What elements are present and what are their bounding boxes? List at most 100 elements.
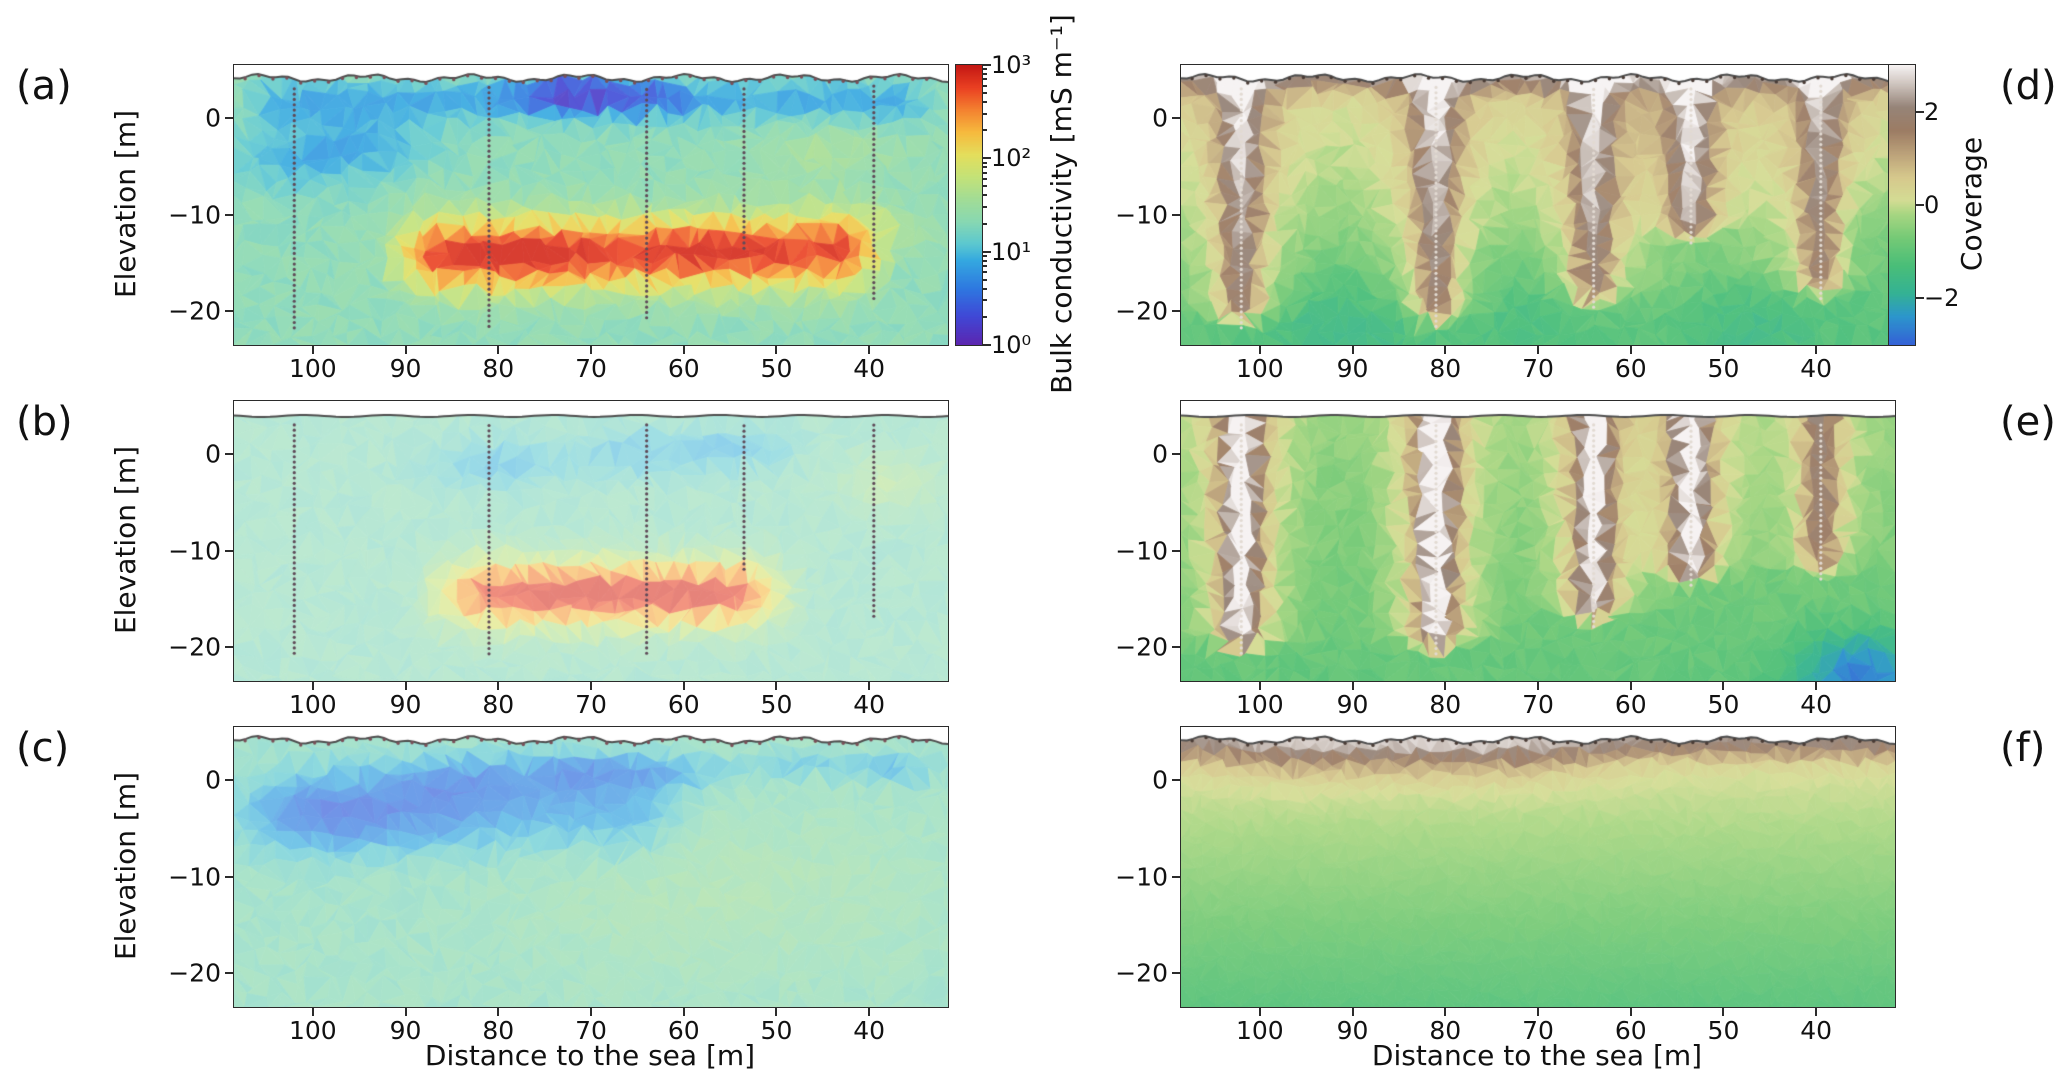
x-tick-label: 90 <box>389 354 422 383</box>
y-tick-label: 0 <box>205 103 221 133</box>
x-axis-title-right: Distance to the sea [m] <box>1371 1039 1703 1072</box>
x-tick-label: 40 <box>1800 354 1833 383</box>
x-tick <box>590 345 592 354</box>
conductivity-cbar-tick-label: 10² <box>991 144 1032 173</box>
panel-f-plot: 100 90 80 70 60 50 40 0 −10 −20 <box>1115 726 1896 1043</box>
panel-e-letter: (e) <box>2000 399 2056 445</box>
panel-b-letter: (b) <box>16 399 73 445</box>
x-tick <box>497 345 500 354</box>
x-tick-label: 60 <box>667 1016 700 1045</box>
conductivity-cbar-minor-tick <box>982 287 987 290</box>
panel-c-letter: (c) <box>16 725 70 771</box>
x-tick <box>1351 345 1354 354</box>
x-tick-label: 50 <box>760 690 793 719</box>
y-tick <box>1172 117 1181 120</box>
panel-a-heatmap <box>234 65 948 345</box>
x-tick <box>404 1007 407 1016</box>
x-tick-label: 40 <box>1800 690 1833 719</box>
y-tick-label: 0 <box>205 765 221 795</box>
x-tick-label: 50 <box>1707 690 1740 719</box>
x-tick <box>1815 345 1818 354</box>
x-tick-label: 100 <box>288 354 337 383</box>
conductivity-cbar-tick <box>982 64 991 66</box>
y-tick <box>1172 310 1181 313</box>
x-tick <box>1258 681 1261 690</box>
y-tick <box>1172 646 1181 649</box>
x-tick <box>1629 1007 1632 1016</box>
x-tick-label: 40 <box>853 690 886 719</box>
conductivity-cbar-minor-tick <box>982 68 987 71</box>
x-tick <box>868 681 871 690</box>
x-tick-label: 50 <box>1707 354 1740 383</box>
panel-d-letter: (d) <box>2000 63 2057 109</box>
x-tick <box>1815 1007 1818 1016</box>
panel-f-heatmap <box>1181 727 1895 1007</box>
y-axis-title-b: Elevation [m] <box>109 445 142 635</box>
conductivity-cbar-tick <box>982 344 991 346</box>
panel-b-plot: 100 90 80 70 60 50 40 0 −10 −20 <box>168 400 949 717</box>
x-tick-label: 40 <box>853 1016 886 1045</box>
conductivity-cbar-tick-label: 10³ <box>991 51 1032 79</box>
x-tick-label: 90 <box>389 690 422 719</box>
y-tick-label: −10 <box>168 536 221 566</box>
x-tick-label: 40 <box>853 354 886 383</box>
y-tick <box>1172 453 1181 456</box>
colorbar-conductivity-title: Bulk conductivity [mS m⁻¹] <box>1045 14 1078 394</box>
conductivity-cbar-minor-tick <box>982 73 987 76</box>
conductivity-cbar-minor-tick <box>982 178 987 181</box>
panel-a-letter: (a) <box>16 63 72 109</box>
coverage-cbar-tick-label: −2 <box>1924 284 1960 313</box>
y-tick <box>225 875 234 878</box>
x-tick <box>775 681 778 690</box>
conductivity-cbar-minor-tick <box>982 161 987 164</box>
x-tick <box>868 345 871 354</box>
x-tick-label: 70 <box>575 690 607 719</box>
x-tick-label: 100 <box>1235 690 1284 719</box>
x-tick-label: 80 <box>482 1016 515 1045</box>
conductivity-cbar-minor-tick <box>982 299 987 302</box>
y-tick <box>1172 875 1181 878</box>
x-tick <box>1444 1007 1447 1016</box>
x-tick <box>682 345 685 354</box>
x-tick-label: 70 <box>1522 690 1554 719</box>
y-tick-label: −20 <box>168 632 221 662</box>
x-tick-label: 60 <box>1614 690 1647 719</box>
conductivity-cbar-minor-tick <box>982 265 987 268</box>
conductivity-cbar-minor-tick <box>982 185 987 188</box>
y-tick-label: 0 <box>205 439 221 469</box>
conductivity-cbar-minor-tick <box>982 254 987 257</box>
x-tick <box>1537 681 1539 690</box>
x-tick <box>1537 1007 1539 1016</box>
conductivity-cbar-minor-tick <box>982 92 987 95</box>
x-tick-label: 60 <box>667 690 700 719</box>
x-tick-label: 60 <box>667 354 700 383</box>
x-tick <box>682 681 685 690</box>
conductivity-cbar-minor-tick <box>982 194 987 197</box>
y-tick-label: 0 <box>1152 765 1168 795</box>
conductivity-cbar-tick <box>982 157 991 160</box>
y-tick <box>225 213 234 216</box>
x-tick-label: 100 <box>288 1016 337 1045</box>
conductivity-cbar-minor-tick <box>982 278 987 281</box>
y-tick-label: −10 <box>168 862 221 892</box>
x-tick-label: 80 <box>1429 690 1462 719</box>
y-axis-title-c: Elevation [m] <box>109 771 142 961</box>
conductivity-cbar-tick-label: 10⁰ <box>991 331 1032 359</box>
y-tick <box>1172 779 1181 782</box>
panel-e-heatmap <box>1181 401 1895 681</box>
coverage-cbar-tick <box>1915 204 1924 206</box>
x-tick <box>497 1007 500 1016</box>
conductivity-cbar-minor-tick <box>982 101 987 104</box>
coverage-cbar-tick <box>1915 297 1924 300</box>
x-tick-label: 80 <box>1429 1016 1462 1045</box>
x-tick-label: 70 <box>575 1016 607 1045</box>
x-tick <box>1629 681 1632 690</box>
coverage-cbar-tick-label: 2 <box>1924 97 1940 126</box>
conductivity-cbar-minor-tick <box>982 315 987 318</box>
x-tick <box>1351 681 1354 690</box>
conductivity-cbar-minor-tick <box>982 171 987 174</box>
coverage-cbar-tick-label: 0 <box>1924 191 1940 219</box>
x-tick-label: 50 <box>760 354 793 383</box>
x-tick <box>311 1007 314 1016</box>
